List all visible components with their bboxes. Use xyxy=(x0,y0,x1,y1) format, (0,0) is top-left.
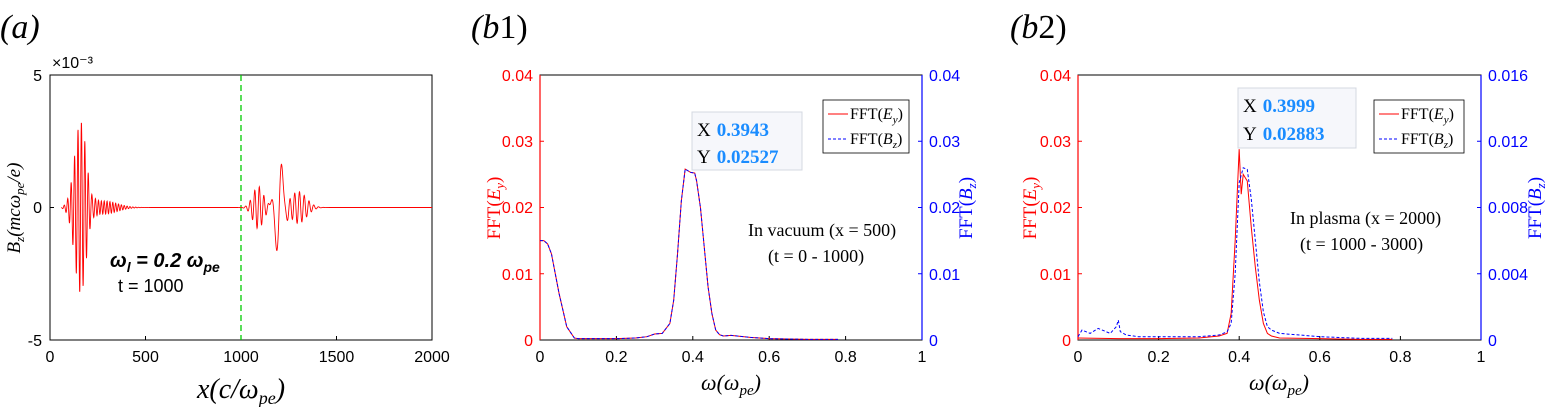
panel-b1-xtick: 0.2 xyxy=(605,349,627,366)
panel-b1-ylabel-left: FFT(Ey) xyxy=(484,177,507,240)
panel-a: (a) ×10⁻³ 5 0 -5 0 500 1000 1500 2000 x(… xyxy=(0,9,450,407)
panel-b1-xtick: 0 xyxy=(536,349,545,366)
panel-b1-legend[interactable]: FFT(Ey) FFT(Bz) xyxy=(822,99,910,154)
panel-a-xlabel: x(c/ωpe) xyxy=(196,374,285,407)
panel-b2-xtick: 0.4 xyxy=(1228,349,1250,366)
panel-b1-xtick: 1 xyxy=(918,349,927,366)
panel-b2-legend-ey: FFT(Ey) xyxy=(1401,106,1454,126)
panel-a-xtick: 2000 xyxy=(414,349,450,366)
panel-a-xtick: 1500 xyxy=(319,349,355,366)
svg-text:Y0.02527: Y 0.02527 xyxy=(697,147,779,168)
panel-b1-annotation-time: (t = 0 - 1000) xyxy=(768,246,864,267)
svg-text:X0.3943: X 0.3943 xyxy=(697,120,769,141)
panel-b2-annotation-location: In plasma (x = 2000) xyxy=(1290,208,1441,229)
panel-b1-series-bz xyxy=(540,168,838,340)
panel-b2-xlabel: ω(ωpe) xyxy=(1249,370,1309,399)
panel-b2-ytick-left: 0.03 xyxy=(1040,134,1071,151)
panel-a-series-line xyxy=(61,122,432,292)
panel-a-ylabel: Bz(mcωpe/e) xyxy=(4,163,27,254)
panel-b1-ytick-left: 0 xyxy=(524,333,533,350)
panel-b1-legend-ey: FFT(Ey) xyxy=(850,106,903,126)
panel-b1-datatip[interactable]: X 0.3943 Y 0.02527 xyxy=(691,111,803,171)
panel-b2-ytick-left: 0.04 xyxy=(1040,68,1071,85)
panel-b1-ytick-left: 0.02 xyxy=(502,200,533,217)
panel-b2-ytick-right: 0.004 xyxy=(1488,267,1528,284)
panel-b2-xtick: 0.8 xyxy=(1389,349,1411,366)
panel-b1-ylabel-right: FFT(Bz) xyxy=(956,177,979,239)
panel-a-xtick: 0 xyxy=(46,349,55,366)
panel-b1-ytick-left: 0.03 xyxy=(502,134,533,151)
panel-b2-annotation-time: (t = 1000 - 3000) xyxy=(1300,234,1423,255)
panel-b1-xtick: 0.8 xyxy=(834,349,856,366)
panel-b2-legend[interactable]: FFT(Ey) FFT(Bz) xyxy=(1373,99,1465,154)
panel-a-ytick: 0 xyxy=(33,200,42,217)
panel-a-xtick: 1000 xyxy=(223,349,259,366)
panel-b1-ytick-right: 0 xyxy=(929,333,938,350)
panel-b1-ytick-left: 0.01 xyxy=(502,267,533,284)
panel-b1-ytick-left: 0.04 xyxy=(502,68,533,85)
panel-b2-series-bz xyxy=(1077,167,1393,339)
panel-a-ytick: -5 xyxy=(28,333,42,350)
panel-b2-label: (b2) xyxy=(1010,9,1067,46)
panel-b1: (b1) 0 0.01 0.02 0.03 0.04 0 0.01 0.02 0… xyxy=(471,9,979,399)
panel-b2-ytick-right: 0.016 xyxy=(1488,68,1528,85)
panel-b2-ytick-right: 0.012 xyxy=(1488,134,1528,151)
panel-a-ytick: 5 xyxy=(33,68,42,85)
panel-b2-ytick-left: 0.02 xyxy=(1040,200,1071,217)
panel-b2-ytick-left: 0 xyxy=(1062,333,1071,350)
svg-text:Y0.02883: Y 0.02883 xyxy=(1243,124,1324,145)
panel-a-label: (a) xyxy=(0,9,40,46)
panel-b1-legend-bz: FFT(Bz) xyxy=(850,131,902,151)
panel-b1-xtick: 0.4 xyxy=(682,349,704,366)
panel-b1-ytick-right: 0.04 xyxy=(929,68,960,85)
panel-b1-label: (b1) xyxy=(471,9,528,46)
panel-b2-xtick: 0.6 xyxy=(1309,349,1331,366)
panel-b2-datatip[interactable]: X 0.3999 Y 0.02883 xyxy=(1237,87,1357,149)
panel-b2-xtick: 0 xyxy=(1074,349,1083,366)
panel-a-y-exponent: ×10⁻³ xyxy=(52,55,94,72)
panel-b2-legend-bz: FFT(Bz) xyxy=(1401,131,1453,151)
panel-b1-ytick-right: 0.03 xyxy=(929,134,960,151)
panel-b2-ytick-left: 0.01 xyxy=(1040,267,1071,284)
panel-b2-ylabel-right: FFT(Bz) xyxy=(1525,177,1548,239)
panel-b2: (b2) 0 0.01 0.02 0.03 0.04 0 0.004 0.008… xyxy=(1010,9,1548,399)
panel-b1-xlabel: ω(ωpe) xyxy=(701,370,761,399)
panel-b2-series-ey xyxy=(1077,149,1393,340)
panel-a-annotation-omega: ωl = 0.2 ωpe xyxy=(110,250,220,275)
panel-a-annotation-t: t = 1000 xyxy=(118,276,184,296)
panel-b1-ytick-right: 0.02 xyxy=(929,200,960,217)
panel-b1-xtick: 0.6 xyxy=(758,349,780,366)
panel-b2-ytick-right: 0.008 xyxy=(1488,200,1528,217)
panel-a-xtick: 500 xyxy=(132,349,159,366)
panel-b2-xtick: 1 xyxy=(1477,349,1486,366)
panel-b1-annotation-location: In vacuum (x = 500) xyxy=(748,220,896,241)
panel-b1-ytick-right: 0.01 xyxy=(929,267,960,284)
panel-b2-ytick-right: 0 xyxy=(1488,333,1497,350)
svg-text:X0.3999: X 0.3999 xyxy=(1243,96,1315,117)
panel-b2-xtick: 0.2 xyxy=(1147,349,1169,366)
panel-b2-ylabel-left: FFT(Ey) xyxy=(1020,177,1043,240)
